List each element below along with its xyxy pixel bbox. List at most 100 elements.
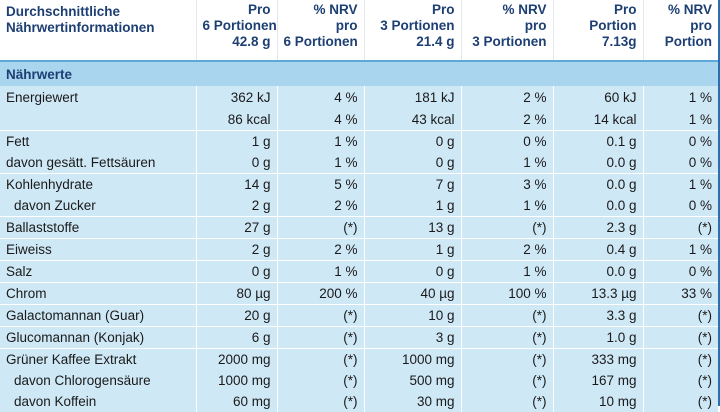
row-value: 30 mg	[364, 391, 462, 412]
row-value: (*)	[277, 326, 365, 349]
table-row: Glucomannan (Konjak) 6 g (*) 3 g (*) 1.0…	[0, 326, 718, 349]
row-value: 2 %	[277, 238, 365, 261]
table-row: Salz 0 g 1 % 0 g 1 % 0.0 g 0 %	[0, 260, 718, 283]
row-value: 0 g	[196, 260, 278, 283]
row-value: 5 %	[277, 173, 365, 195]
row-value: 7 g	[364, 173, 462, 195]
row-value: 0 g	[196, 152, 278, 174]
row-value: 3 g	[364, 326, 462, 349]
row-value: 1 %	[643, 108, 718, 131]
row-value: (*)	[643, 391, 718, 412]
row-value: 167 mg	[553, 370, 644, 391]
row-value: 1 g	[364, 195, 462, 217]
table-row: davon Zucker 2 g 2 % 1 g 1 % 0.0 g 0 %	[0, 195, 718, 217]
row-label	[0, 108, 197, 131]
row-value: (*)	[277, 216, 365, 239]
row-value: 3 %	[461, 173, 554, 195]
row-value: 10 mg	[553, 391, 644, 412]
row-value: 33 %	[643, 282, 718, 305]
row-value: 1 %	[277, 152, 365, 174]
row-value: 1 %	[643, 86, 718, 108]
row-value: 0 g	[364, 152, 462, 174]
header-nrv-portion: % NRV pro Portion	[643, 0, 718, 61]
table-row: Kohlenhydrate 14 g 5 % 7 g 3 % 0.0 g 1 %	[0, 173, 718, 195]
row-value: 0 g	[364, 260, 462, 283]
header-nrv-6-portions: % NRV pro 6 Portionen	[277, 0, 365, 61]
row-value: 13.3 µg	[553, 282, 644, 305]
row-label: davon Zucker	[0, 195, 197, 217]
row-value: 2 %	[461, 86, 554, 108]
row-label: Salz	[0, 260, 197, 283]
row-label: Fett	[0, 130, 197, 152]
row-value: 6 g	[196, 326, 278, 349]
row-value: (*)	[461, 348, 554, 370]
table-row: Energiewert 362 kJ 4 % 181 kJ 2 % 60 kJ …	[0, 86, 718, 108]
section-header-row: Nährwerte	[0, 60, 718, 86]
table-row: Ballaststoffe 27 g (*) 13 g (*) 2.3 g (*…	[0, 216, 718, 239]
row-label: Grüner Kaffee Extrakt	[0, 348, 197, 370]
row-value: 1 g	[364, 238, 462, 261]
row-value: 0 %	[643, 260, 718, 283]
row-value: (*)	[461, 391, 554, 412]
row-value: 1000 mg	[196, 370, 278, 391]
row-value: 0.0 g	[553, 260, 644, 283]
row-value: 27 g	[196, 216, 278, 239]
table-row: Grüner Kaffee Extrakt 2000 mg (*) 1000 m…	[0, 348, 718, 370]
row-value: 1 g	[196, 130, 278, 152]
row-label: Ballaststoffe	[0, 216, 197, 239]
row-value: 2 %	[277, 195, 365, 217]
row-value: 20 g	[196, 304, 278, 327]
row-value: (*)	[461, 304, 554, 327]
row-value: 0.0 g	[553, 173, 644, 195]
row-value: (*)	[461, 370, 554, 391]
row-value: 0 %	[643, 130, 718, 152]
row-value: (*)	[277, 304, 365, 327]
table-row: Galactomannan (Guar) 20 g (*) 10 g (*) 3…	[0, 304, 718, 327]
row-value: 14 kcal	[553, 108, 644, 131]
row-value: 10 g	[364, 304, 462, 327]
row-value: 362 kJ	[196, 86, 278, 108]
row-value: 1 %	[277, 130, 365, 152]
table-row: davon Chlorogensäure 1000 mg (*) 500 mg …	[0, 370, 718, 391]
table-row: Fett 1 g 1 % 0 g 0 % 0.1 g 0 %	[0, 130, 718, 152]
table-header-row: Durchschnittliche Nährwertinformationen …	[0, 0, 718, 61]
row-value: 2 g	[196, 238, 278, 261]
row-value: (*)	[643, 348, 718, 370]
row-value: 0 g	[364, 130, 462, 152]
row-value: (*)	[277, 348, 365, 370]
row-value: 181 kJ	[364, 86, 462, 108]
table-row: davon gesätt. Fettsäuren 0 g 1 % 0 g 1 %…	[0, 152, 718, 174]
table-row: Eiweiss 2 g 2 % 1 g 2 % 0.4 g 1 %	[0, 238, 718, 261]
row-value: 1.0 g	[553, 326, 644, 349]
row-value: (*)	[643, 216, 718, 239]
row-value: 1 %	[277, 260, 365, 283]
header-nrv-3-portions: % NRV pro 3 Portionen	[461, 0, 554, 61]
row-value: 0.0 g	[553, 195, 644, 217]
row-label: Eiweiss	[0, 238, 197, 261]
row-label: Chrom	[0, 282, 197, 305]
row-value: 1 %	[643, 173, 718, 195]
row-value: 4 %	[277, 108, 365, 131]
row-value: 2 %	[461, 238, 554, 261]
row-value: 0.4 g	[553, 238, 644, 261]
section-title: Nährwerte	[0, 60, 718, 86]
row-value: 14 g	[196, 173, 278, 195]
row-value: 13 g	[364, 216, 462, 239]
header-nutrient: Durchschnittliche Nährwertinformationen	[0, 0, 197, 61]
row-value: 4 %	[277, 86, 365, 108]
row-value: 1000 mg	[364, 348, 462, 370]
row-value: (*)	[277, 370, 365, 391]
row-label: davon gesätt. Fettsäuren	[0, 152, 197, 174]
row-value: 1 %	[643, 238, 718, 261]
row-value: (*)	[643, 326, 718, 349]
table-row: 86 kcal 4 % 43 kcal 2 % 14 kcal 1 %	[0, 108, 718, 131]
row-value: 1 %	[461, 260, 554, 283]
row-label: Kohlenhydrate	[0, 173, 197, 195]
row-value: 2 %	[461, 108, 554, 131]
row-value: 80 µg	[196, 282, 278, 305]
row-value: 500 mg	[364, 370, 462, 391]
row-label: davon Koffein	[0, 391, 197, 412]
header-per-6-portions: Pro 6 Portionen 42.8 g	[196, 0, 278, 61]
